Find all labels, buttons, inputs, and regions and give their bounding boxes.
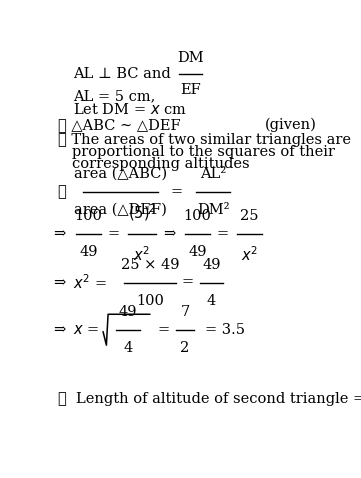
Text: =: = [217, 227, 229, 241]
Text: DM: DM [177, 51, 204, 65]
Text: EF: EF [180, 83, 201, 97]
Text: ⇒: ⇒ [53, 227, 66, 241]
Text: 49: 49 [118, 304, 137, 319]
Text: AL ⊥ BC and: AL ⊥ BC and [73, 67, 171, 81]
Text: DM²: DM² [197, 203, 229, 217]
Text: (given): (given) [265, 118, 317, 132]
Text: 49: 49 [79, 245, 98, 259]
Text: 7: 7 [180, 304, 190, 319]
Text: corresponding altitudes: corresponding altitudes [72, 157, 249, 171]
Text: =: = [182, 276, 194, 290]
Text: ∴ The areas of two similar triangles are: ∴ The areas of two similar triangles are [58, 133, 351, 147]
Text: ⇒: ⇒ [53, 276, 66, 290]
Text: 25 × 49: 25 × 49 [121, 258, 179, 272]
Text: 100: 100 [184, 209, 212, 223]
Text: 25: 25 [240, 209, 258, 223]
Text: 100: 100 [136, 293, 164, 308]
Text: $x^2$: $x^2$ [133, 245, 150, 264]
Text: ∴  Length of altitude of second triangle = 3.5cm: ∴ Length of altitude of second triangle … [58, 391, 361, 405]
Text: area (△DEF): area (△DEF) [74, 203, 167, 217]
Text: proportional to the squares of their: proportional to the squares of their [72, 145, 335, 159]
Text: 4: 4 [123, 341, 132, 355]
Text: $x$ =: $x$ = [73, 323, 99, 337]
Text: 100: 100 [75, 209, 103, 223]
Text: 49: 49 [203, 258, 221, 272]
Text: =: = [170, 185, 183, 199]
Text: AL²: AL² [200, 167, 226, 181]
Text: Let DM = $x$ cm: Let DM = $x$ cm [73, 102, 187, 117]
Text: area (△ABC): area (△ABC) [74, 167, 167, 181]
Text: $x^2$: $x^2$ [241, 245, 258, 264]
Text: $(5)^2$: $(5)^2$ [127, 202, 156, 223]
Text: $x^2$ =: $x^2$ = [73, 273, 107, 292]
Text: 2: 2 [180, 341, 190, 355]
Text: ∴ △ABC ∼ △DEF: ∴ △ABC ∼ △DEF [58, 118, 180, 132]
Text: =: = [158, 323, 170, 337]
Text: = 3.5: = 3.5 [205, 323, 245, 337]
Text: 49: 49 [188, 245, 207, 259]
Text: AL = 5 cm,: AL = 5 cm, [73, 90, 156, 104]
Text: ∴: ∴ [58, 185, 66, 199]
Text: =: = [108, 227, 120, 241]
Text: ⇒: ⇒ [53, 323, 66, 337]
Text: 4: 4 [207, 293, 216, 308]
Text: ⇒: ⇒ [164, 227, 176, 241]
